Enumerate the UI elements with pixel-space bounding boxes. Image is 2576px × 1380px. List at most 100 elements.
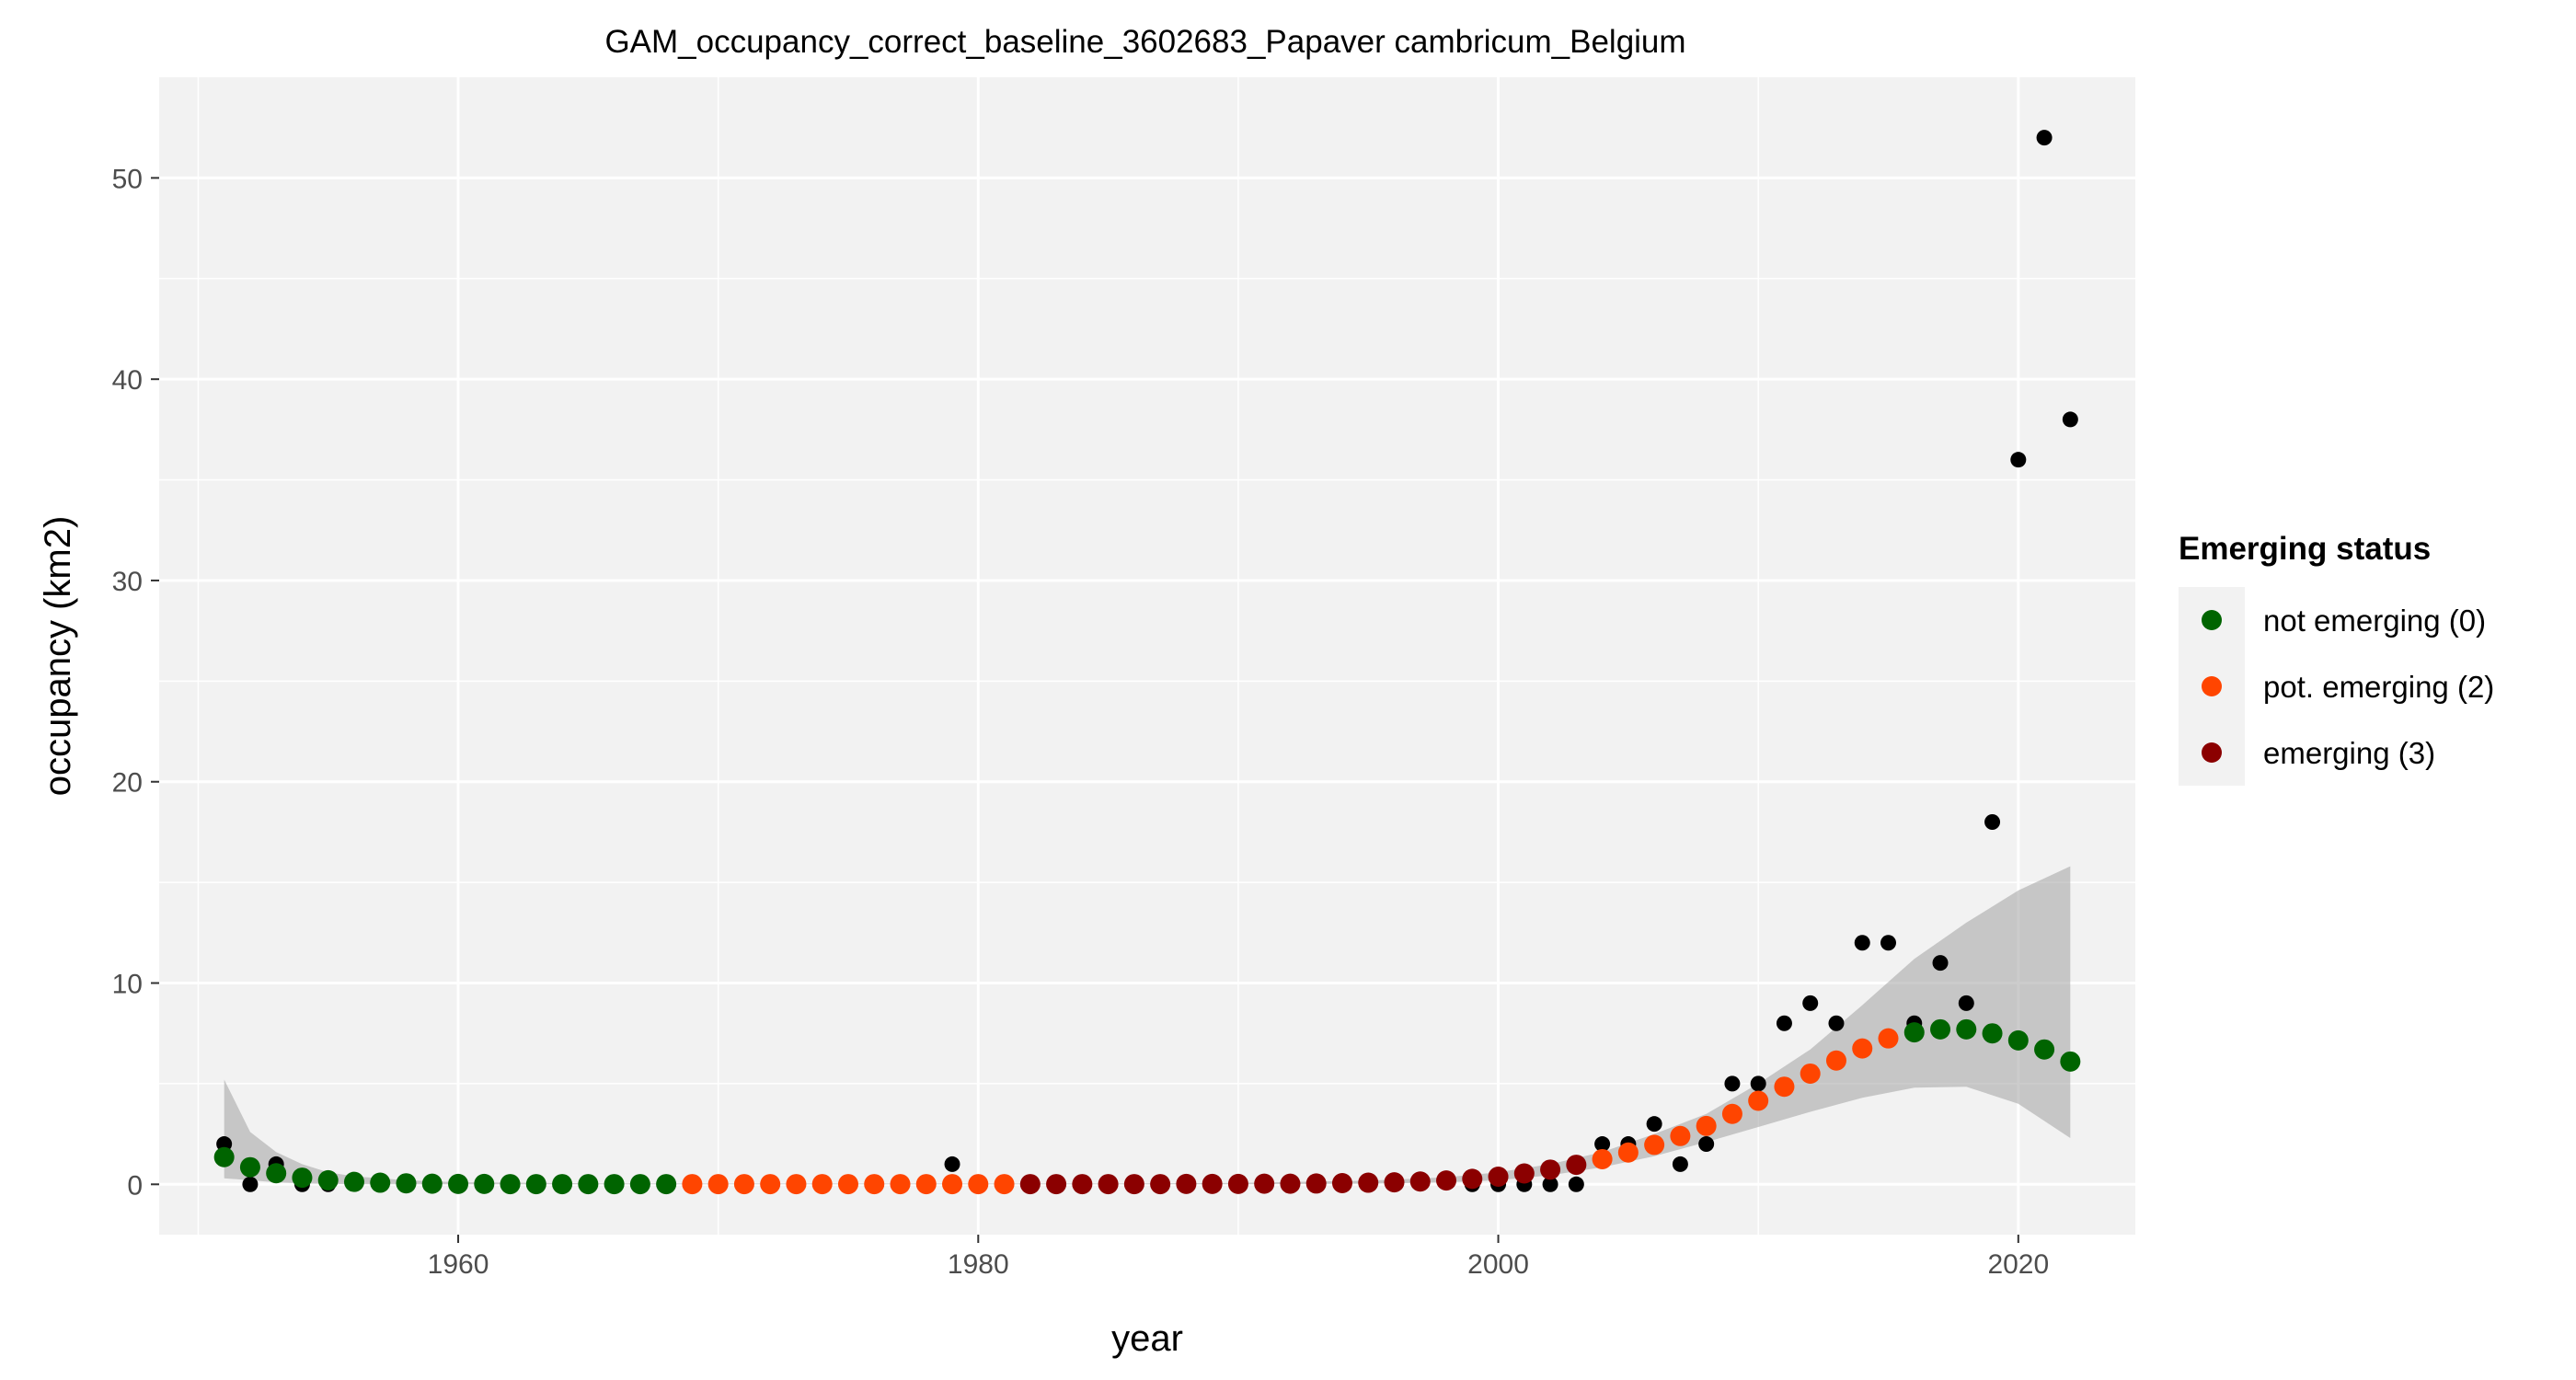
fitted-point [1019, 1174, 1041, 1195]
fitted-point [1670, 1125, 1691, 1146]
fitted-point [1903, 1022, 1925, 1043]
legend-key [2202, 742, 2222, 763]
fitted-point [656, 1174, 677, 1195]
observed-point [2062, 411, 2078, 428]
fitted-point [1150, 1174, 1171, 1195]
observed-point [1672, 1156, 1688, 1172]
legend-label: emerging (3) [2263, 736, 2435, 770]
y-tick-label: 10 [112, 970, 143, 1000]
fitted-point [1956, 1018, 1977, 1040]
fitted-point [1436, 1170, 1457, 1191]
fitted-point [500, 1174, 521, 1195]
observed-point [1776, 1015, 1792, 1031]
observed-points-layer [216, 130, 2078, 1192]
fitted-point [343, 1171, 364, 1192]
fitted-point [1696, 1115, 1717, 1136]
fitted-point [1072, 1174, 1093, 1195]
fitted-point [786, 1174, 807, 1195]
legend-items: not emerging (0) pot. emerging (2) emergin… [2202, 604, 2494, 770]
fitted-point [1098, 1174, 1119, 1195]
fitted-point [604, 1174, 625, 1195]
fitted-point [525, 1174, 546, 1195]
observed-point [1958, 995, 1974, 1011]
chart-title: GAM_occupancy_correct_baseline_3602683_P… [604, 24, 1685, 60]
fitted-point [1592, 1148, 1613, 1169]
fitted-point [1358, 1172, 1379, 1193]
y-tick-label: 0 [127, 1170, 143, 1201]
fitted-point [1930, 1018, 1951, 1040]
observed-point [944, 1156, 960, 1172]
fitted-point [1513, 1163, 1535, 1184]
observed-point [1802, 995, 1819, 1011]
fitted-point [2060, 1051, 2081, 1072]
observed-point [1594, 1136, 1611, 1153]
fitted-point [421, 1173, 443, 1194]
fitted-point [837, 1174, 858, 1195]
fitted-point [1488, 1166, 1509, 1187]
fitted-point [2034, 1039, 2055, 1060]
fitted-point [864, 1174, 885, 1195]
fitted-point [552, 1174, 573, 1195]
fitted-point [1046, 1174, 1067, 1195]
fitted-point [1384, 1172, 1405, 1193]
fitted-point [811, 1174, 833, 1195]
fitted-point [2007, 1029, 2029, 1051]
minor-gridlines [159, 77, 2135, 1235]
observed-point [2036, 130, 2053, 146]
observed-point [1698, 1136, 1715, 1153]
fitted-point [1331, 1172, 1352, 1193]
fitted-point [1982, 1023, 2003, 1044]
observed-point [242, 1176, 259, 1192]
fitted-point [1176, 1173, 1197, 1194]
observed-point [1932, 955, 1949, 972]
fitted-point [370, 1172, 391, 1193]
y-tick-label: 20 [112, 768, 143, 799]
legend-label: not emerging (0) [2263, 604, 2486, 638]
fitted-point [733, 1174, 754, 1195]
observed-point [1568, 1176, 1584, 1192]
x-axis-title: year [1111, 1318, 1183, 1359]
fitted-point [968, 1174, 989, 1195]
fitted-point [1617, 1142, 1639, 1163]
y-tick-label: 30 [112, 567, 143, 597]
plot-panel [159, 77, 2135, 1235]
fitted-point [1878, 1028, 1899, 1049]
fitted-point [213, 1146, 235, 1167]
fitted-point [1566, 1155, 1587, 1176]
fitted-point [760, 1174, 781, 1195]
x-tick-label: 1960 [428, 1249, 489, 1280]
fitted-point [1540, 1159, 1561, 1180]
fitted-point [474, 1173, 495, 1194]
y-axis-title: occupancy (km2) [38, 516, 78, 797]
observed-point [1724, 1075, 1741, 1092]
fitted-point [682, 1174, 703, 1195]
observed-point [1880, 935, 1896, 951]
fitted-point [578, 1174, 599, 1195]
y-tick-label: 50 [112, 164, 143, 194]
fitted-point [1227, 1173, 1248, 1194]
fitted-point [396, 1173, 417, 1194]
y-axis: 0 10 20 30 40 50 [112, 164, 159, 1201]
fitted-point [915, 1174, 937, 1195]
fitted-point [266, 1163, 287, 1184]
fitted-point [942, 1174, 963, 1195]
fitted-point [1774, 1076, 1795, 1098]
legend-title: Emerging status [2179, 531, 2431, 567]
observed-point [1854, 935, 1870, 951]
legend-label: pot. emerging (2) [2263, 670, 2494, 704]
legend: Emerging status not emerging (0) pot. eme… [2179, 531, 2494, 786]
fitted-point [1305, 1173, 1327, 1194]
fitted-points-layer [213, 1018, 2081, 1195]
y-tick-label: 40 [112, 365, 143, 396]
fitted-point [1462, 1168, 1483, 1190]
fitted-point [1852, 1038, 1873, 1059]
major-gridlines [159, 77, 2135, 1235]
fitted-point [1748, 1090, 1769, 1111]
fitted-point [292, 1167, 313, 1189]
x-tick-label: 2000 [1467, 1249, 1529, 1280]
fitted-point [1123, 1174, 1144, 1195]
observed-point [1646, 1116, 1662, 1133]
fitted-point [1254, 1173, 1275, 1194]
